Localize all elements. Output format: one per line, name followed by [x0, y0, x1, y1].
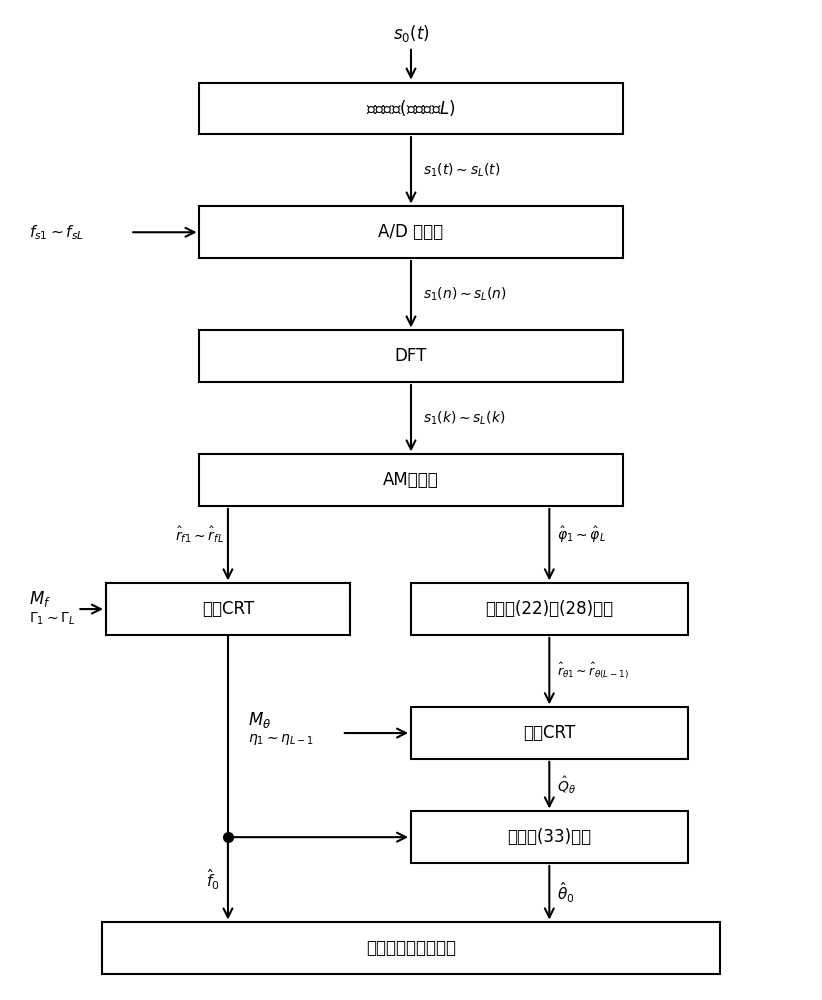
Text: $\Gamma_1\sim\Gamma_L$: $\Gamma_1\sim\Gamma_L$ [29, 611, 75, 627]
Bar [200, 454, 622, 506]
Text: DFT: DFT [395, 347, 427, 365]
Text: $s_1(t)\sim s_L(t)$: $s_1(t)\sim s_L(t)$ [423, 162, 501, 179]
Bar [200, 330, 622, 382]
Text: 闭式CRT: 闭式CRT [202, 600, 254, 618]
Text: $s_1(n)\sim s_L(n)$: $s_1(n)\sim s_L(n)$ [423, 286, 507, 303]
Bar [106, 583, 350, 635]
Text: $\eta_1\sim\eta_{L-1}$: $\eta_1\sim\eta_{L-1}$ [248, 732, 314, 747]
Bar [411, 811, 688, 863]
Text: 输出及显示测量结果: 输出及显示测量结果 [366, 939, 456, 957]
Text: $s_0(t)$: $s_0(t)$ [393, 23, 429, 44]
Text: $\hat{r}_{\theta 1}\sim\hat{r}_{\theta(L-1)}$: $\hat{r}_{\theta 1}\sim\hat{r}_{\theta(L… [557, 661, 630, 681]
Text: A/D 转换器: A/D 转换器 [378, 223, 444, 241]
Bar [411, 583, 688, 635]
Text: $\hat{Q}_{\theta}$: $\hat{Q}_{\theta}$ [557, 774, 576, 796]
Text: $s_1(k)\sim s_L(k)$: $s_1(k)\sim s_L(k)$ [423, 409, 506, 427]
Text: 结合式(22)、(28)转化: 结合式(22)、(28)转化 [485, 600, 613, 618]
Text: $\hat{\varphi}_1\sim\hat{\varphi}_L$: $\hat{\varphi}_1\sim\hat{\varphi}_L$ [557, 525, 607, 545]
Text: 闭式CRT: 闭式CRT [524, 724, 575, 742]
Bar [200, 83, 622, 134]
Text: AM谱校正: AM谱校正 [383, 471, 439, 489]
Text: $f_{s1}\sim f_{sL}$: $f_{s1}\sim f_{sL}$ [29, 223, 84, 242]
Text: $\hat{f}_0$: $\hat{f}_0$ [206, 868, 219, 892]
Text: $\hat{\theta}_0$: $\hat{\theta}_0$ [557, 880, 575, 905]
Text: 稀疏线阵(阵元数为$L$): 稀疏线阵(阵元数为$L$) [366, 98, 456, 118]
Bar [102, 922, 720, 974]
Text: $\hat{r}_{f1}\sim\hat{r}_{fL}$: $\hat{r}_{f1}\sim\hat{r}_{fL}$ [175, 524, 224, 545]
Bar [411, 707, 688, 759]
Bar [200, 206, 622, 258]
Text: 结合式(33)转化: 结合式(33)转化 [507, 828, 591, 846]
Text: $M_f$: $M_f$ [29, 589, 50, 609]
Text: $M_{\theta}$: $M_{\theta}$ [248, 710, 271, 730]
